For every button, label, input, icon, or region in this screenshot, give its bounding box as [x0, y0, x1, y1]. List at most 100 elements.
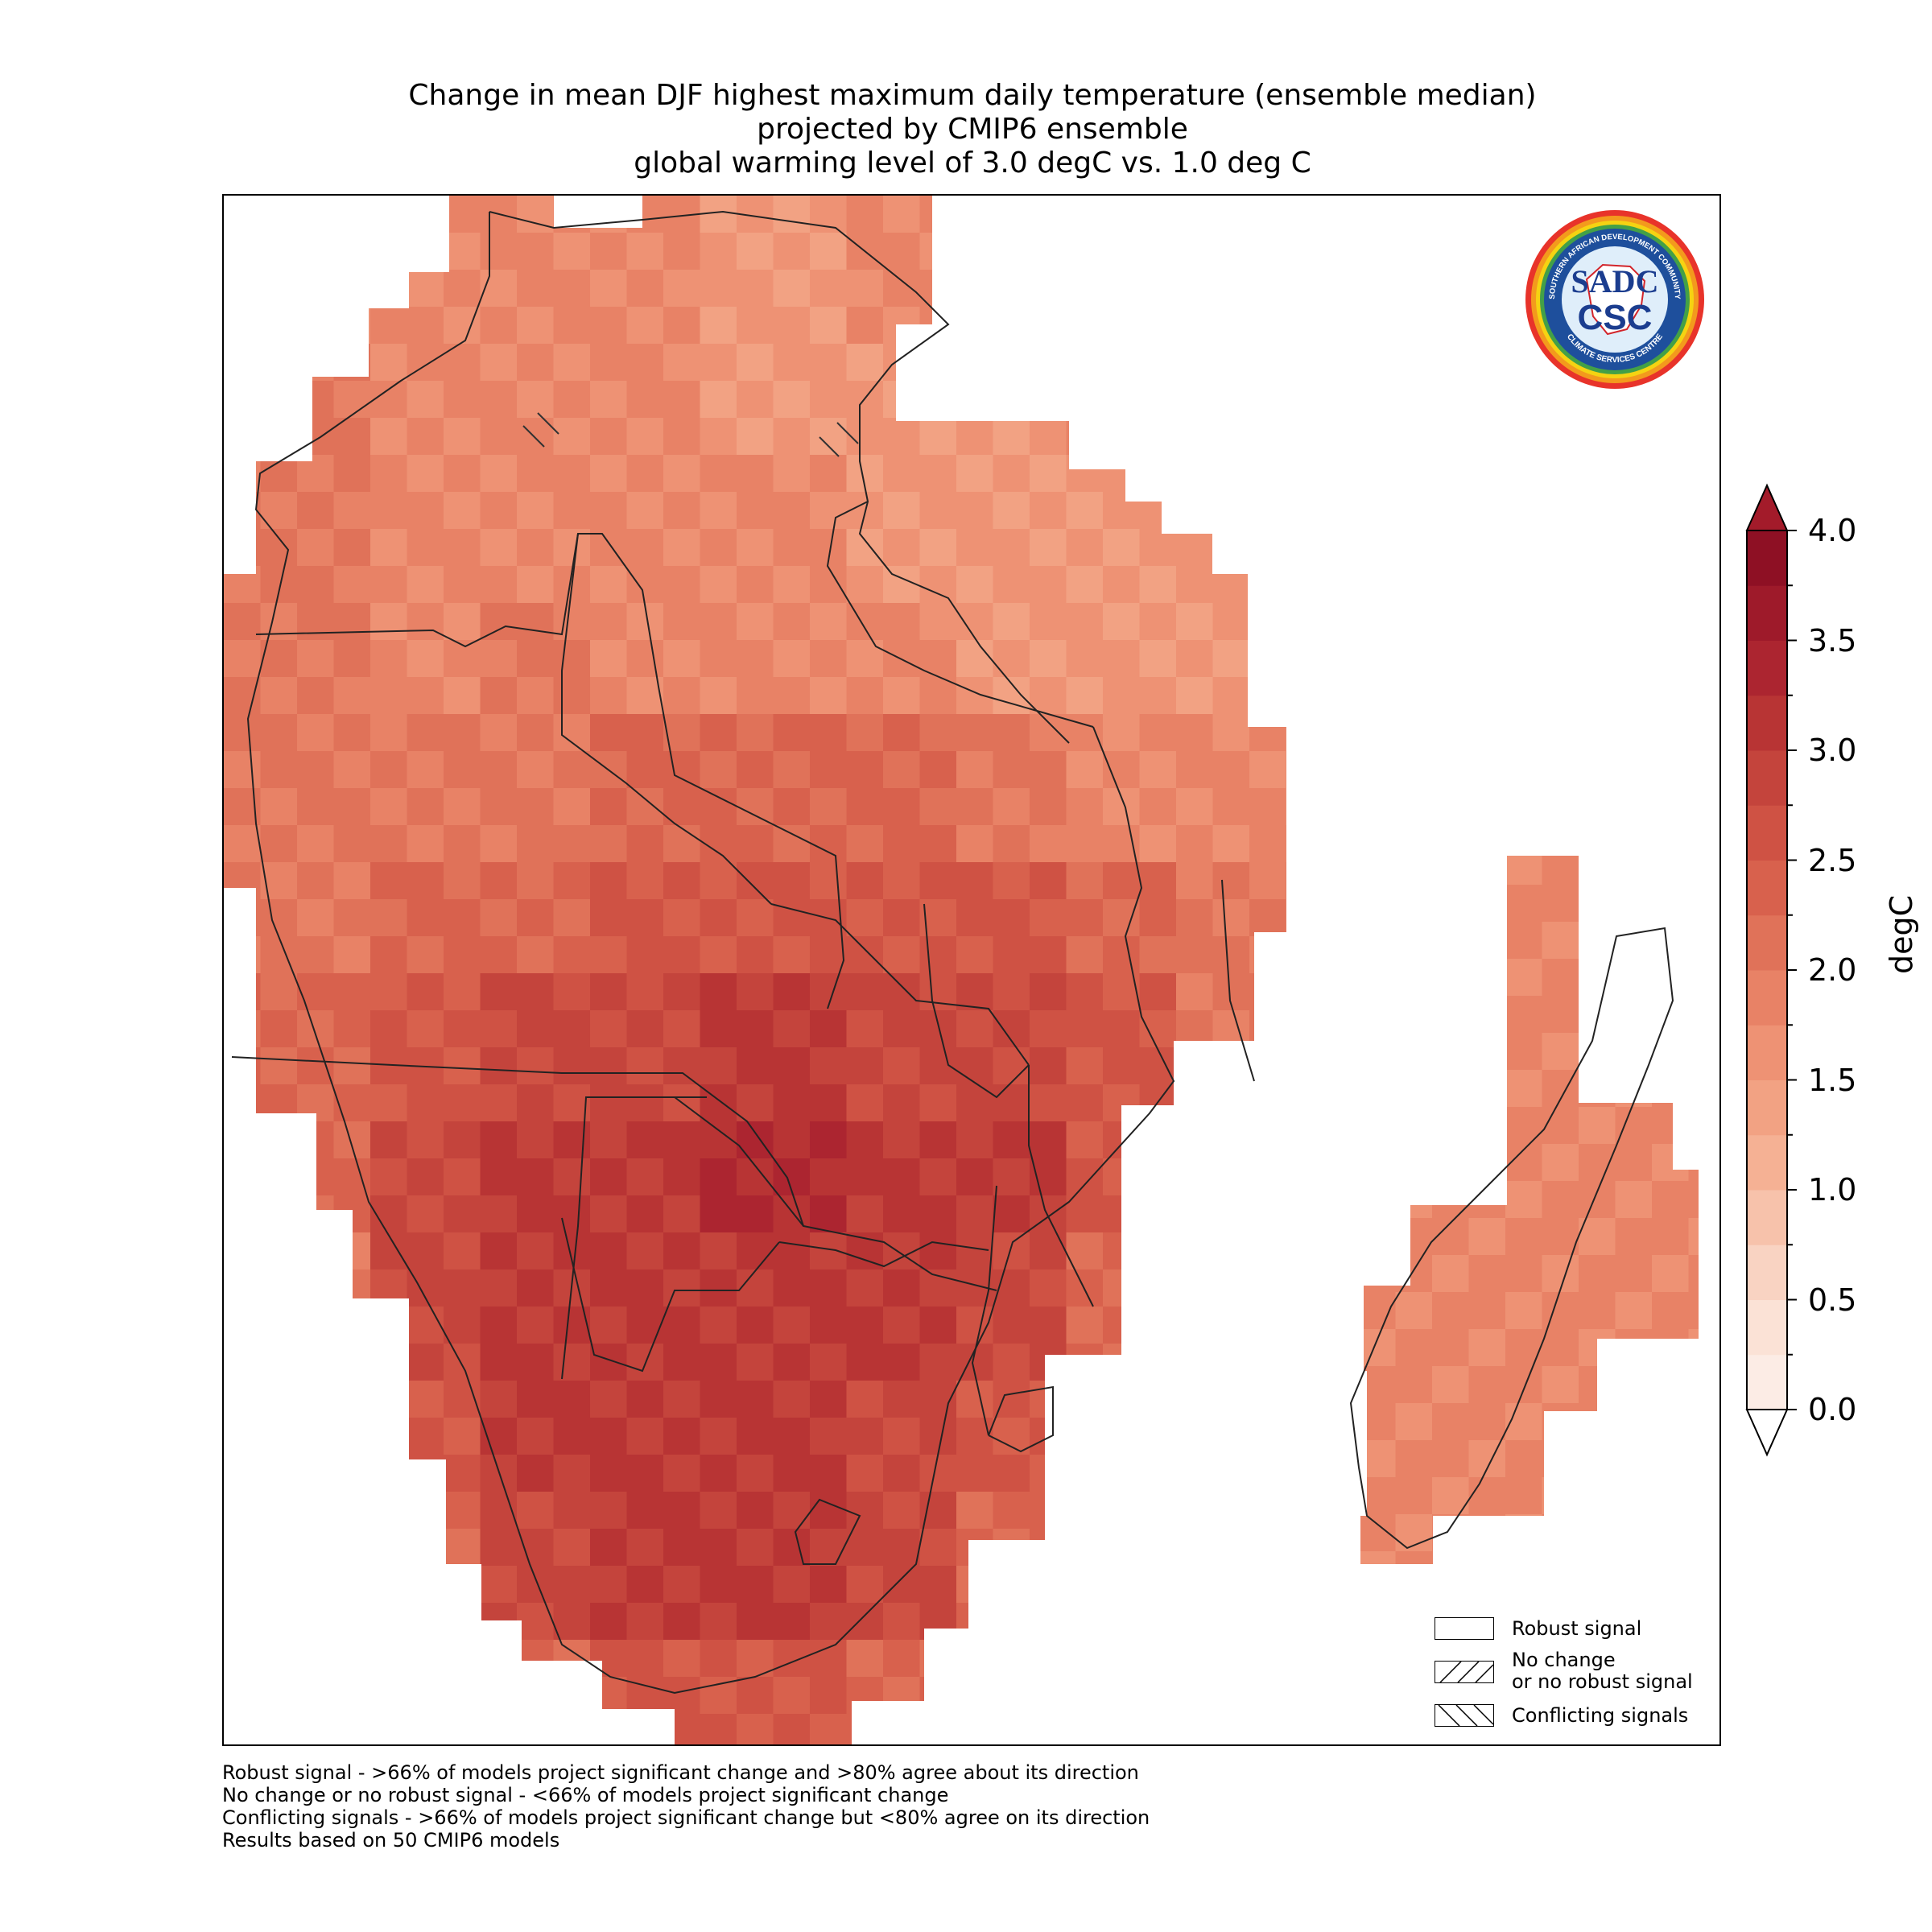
grid-cell — [333, 270, 371, 308]
grid-cell — [297, 381, 335, 419]
grid-cell — [626, 1195, 664, 1233]
grid-cell — [260, 862, 298, 900]
grid-cell — [846, 1529, 884, 1567]
grid-cell — [1103, 1455, 1141, 1492]
grid-cell — [1360, 959, 1397, 997]
grid-cell — [737, 1529, 774, 1567]
grid-cell — [1249, 936, 1286, 974]
grid-cell — [700, 788, 737, 826]
grid-cell — [919, 936, 957, 974]
grid-cell — [700, 899, 737, 937]
grid-cell — [700, 973, 737, 1011]
grid-cell — [260, 1047, 298, 1085]
grid-cell — [1615, 996, 1653, 1034]
grid-cell — [1249, 1047, 1286, 1085]
grid-cell — [1542, 1403, 1579, 1441]
grid-cell — [1468, 922, 1506, 960]
grid-cell — [333, 714, 371, 752]
grid-cell — [333, 973, 371, 1011]
grid-cell — [1360, 1292, 1397, 1330]
grid-cell — [1286, 1121, 1323, 1159]
grid-cell — [1249, 1492, 1286, 1530]
grid-cell — [1103, 640, 1141, 678]
grid-cell — [590, 788, 628, 826]
grid-cell — [590, 936, 628, 974]
grid-cell — [700, 1344, 737, 1381]
grid-cell — [553, 973, 591, 1011]
grid-cell — [773, 1566, 811, 1604]
grid-cell — [1249, 418, 1286, 456]
grid-cell — [1360, 1514, 1397, 1552]
grid-cell — [846, 1084, 884, 1122]
grid-cell — [370, 1566, 408, 1604]
grid-cell — [1030, 233, 1067, 270]
grid-cell — [1286, 936, 1323, 974]
grid-cell — [1286, 640, 1323, 678]
grid-cell — [1542, 1218, 1579, 1256]
grid-cell — [1139, 1492, 1177, 1530]
grid-cell — [846, 899, 884, 937]
grid-cell — [1688, 1329, 1699, 1367]
grid-cell — [1652, 1144, 1690, 1182]
grid-cell — [1103, 1714, 1141, 1744]
grid-cell — [700, 529, 737, 567]
grid-cell — [1286, 1010, 1323, 1048]
colorbar-extend-low — [1745, 1409, 1789, 1457]
grid-cell — [993, 196, 1030, 233]
grid-cell — [553, 1714, 591, 1744]
grid-cell — [333, 825, 371, 863]
grid-cell — [1542, 1292, 1579, 1330]
grid-cell — [590, 973, 628, 1011]
grid-cell — [810, 566, 848, 604]
grid-cell — [1249, 788, 1286, 826]
grid-cell — [480, 1603, 518, 1641]
grid-cell — [1615, 885, 1653, 923]
border-line — [489, 210, 1094, 728]
grid-cell — [1066, 1492, 1104, 1530]
grid-cell — [297, 640, 335, 678]
grid-cell — [224, 455, 262, 493]
grid-cell — [883, 1455, 921, 1492]
grid-cell — [517, 492, 555, 530]
grid-cell — [1103, 418, 1141, 456]
grid-cell — [517, 640, 555, 678]
grid-cell — [553, 640, 591, 678]
grid-cell — [810, 1640, 848, 1678]
grid-cell — [1432, 1070, 1470, 1108]
grid-cell — [1468, 996, 1506, 1034]
grid-cell — [517, 862, 555, 900]
grid-cell — [1176, 381, 1214, 419]
grid-cell — [1249, 1381, 1286, 1418]
grid-cell — [1286, 1307, 1323, 1344]
colorbar-tick-label: 1.5 — [1808, 1062, 1857, 1098]
grid-cell — [553, 307, 591, 345]
grid-cell — [224, 1269, 262, 1307]
grid-cell — [626, 1566, 664, 1604]
border-line — [561, 1096, 707, 1380]
grid-cell — [1542, 1440, 1579, 1478]
grid-cell — [260, 1677, 298, 1715]
grid-cell — [626, 1381, 664, 1418]
grid-cell — [810, 270, 848, 308]
grid-cell — [1176, 1158, 1214, 1196]
grid-cell — [773, 1381, 811, 1418]
grid-cell — [590, 640, 628, 678]
grid-cell — [370, 751, 408, 789]
grid-cell — [810, 751, 848, 789]
grid-cell — [1176, 1344, 1214, 1381]
hatch-marks — [522, 412, 859, 457]
grid-cell — [407, 1714, 444, 1744]
grid-cell — [1249, 1121, 1286, 1159]
grid-cell — [407, 1010, 444, 1048]
grid-cell — [1505, 996, 1543, 1034]
grid-cell — [1432, 1440, 1470, 1478]
grid-cell — [480, 1418, 518, 1455]
grid-cell — [1286, 1047, 1323, 1085]
grid-cell — [1249, 1714, 1286, 1744]
grid-cell — [1176, 529, 1214, 567]
grid-cell — [480, 381, 518, 419]
grid-cell — [224, 603, 262, 641]
grid-cell — [626, 1529, 664, 1567]
grid-cell — [407, 307, 444, 345]
grid-cell — [1395, 922, 1433, 960]
